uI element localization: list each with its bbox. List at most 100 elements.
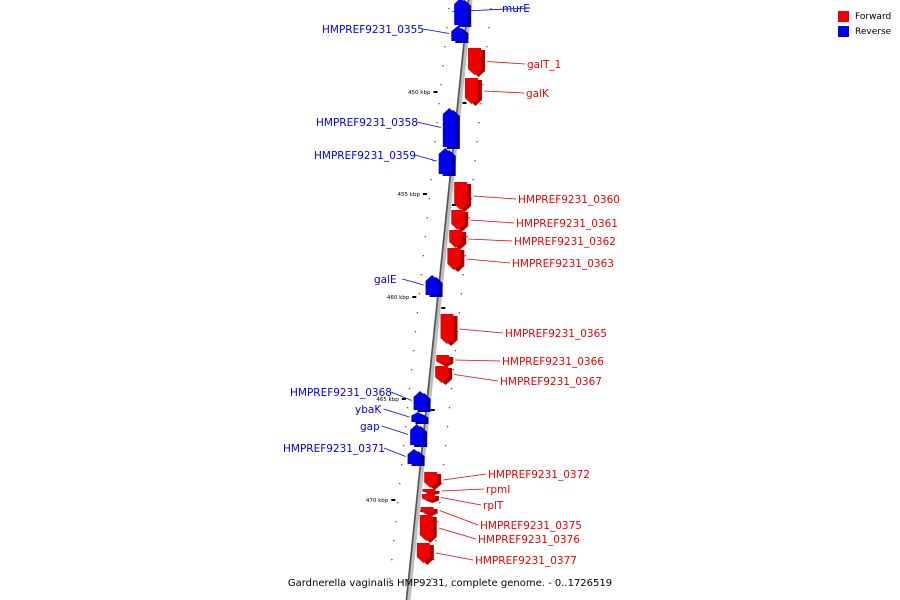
scale-tick <box>391 499 396 501</box>
gene-arrow[interactable] <box>454 182 472 212</box>
legend-item-forward: Forward <box>838 9 891 24</box>
minor-tick <box>408 388 411 390</box>
gene-label: HMPREF9231_0362 <box>514 236 616 248</box>
gene-arrow[interactable] <box>413 391 431 412</box>
gene-label: HMPREF9231_0371 <box>283 443 385 455</box>
gene-arrow-face <box>454 182 468 210</box>
gene-arrow[interactable] <box>440 314 458 346</box>
gene-arrow[interactable] <box>420 507 438 516</box>
scale-label: 470 kbp <box>366 498 389 504</box>
gene-arrow[interactable] <box>451 26 469 43</box>
gene-arrow-face <box>447 248 461 270</box>
gene-leader-line <box>459 328 504 334</box>
gene-arrow[interactable] <box>411 412 429 424</box>
scale-label: 455 kbp <box>398 192 421 198</box>
gene-arrow[interactable] <box>436 355 454 367</box>
legend: Forward Reverse <box>838 9 891 39</box>
legend-label-forward: Forward <box>855 11 892 22</box>
genome-backbone <box>405 0 473 600</box>
minor-tick <box>401 464 403 466</box>
reverse-swatch <box>838 26 849 37</box>
gene-label: HMPREF9231_0360 <box>518 194 620 206</box>
minor-tick <box>389 578 391 580</box>
gene-arrow-face <box>468 48 482 75</box>
gene-arrow-face <box>464 78 478 104</box>
minor-tick <box>416 312 419 314</box>
minor-tick <box>422 255 424 257</box>
gene-arrow[interactable] <box>454 0 472 27</box>
gene-label: HMPREF9231_0377 <box>475 555 577 567</box>
minor-tick <box>391 559 393 561</box>
gene-arrow[interactable] <box>449 230 467 250</box>
gene-leader-line <box>416 121 441 128</box>
scale-tick <box>412 296 417 298</box>
minor-tick <box>404 426 407 428</box>
gene-arrow[interactable] <box>416 543 434 565</box>
gene-arrow-face <box>438 148 452 174</box>
gene-arrow[interactable] <box>424 472 442 490</box>
minor-tick <box>424 236 426 238</box>
minor-tick <box>397 502 399 504</box>
gene-leader-line <box>440 497 482 506</box>
minor-tick <box>468 217 470 219</box>
gene-arrow[interactable] <box>451 210 469 232</box>
minor-tick <box>434 141 436 143</box>
gene-label: galK <box>526 88 550 100</box>
minor-tick <box>458 312 461 314</box>
gene-arrow-face <box>419 515 433 541</box>
gene-leader-line <box>470 219 515 224</box>
gene-label: HMPREF9231_0363 <box>512 258 614 270</box>
minor-tick <box>466 236 468 238</box>
gene-label: HMPREF9231_0359 <box>314 150 416 162</box>
gene-leader-line <box>383 408 410 418</box>
gene-leader-line <box>452 7 531 12</box>
scale-tick <box>441 307 446 309</box>
minor-tick <box>460 293 463 295</box>
gene-arrow-face <box>436 355 450 365</box>
gene-arrow[interactable] <box>425 275 443 297</box>
minor-tick <box>476 141 478 143</box>
gene-features[interactable] <box>407 0 486 565</box>
minor-tick <box>490 8 492 10</box>
gene-arrow[interactable] <box>438 148 456 176</box>
backbone-shadow <box>405 0 473 600</box>
forward-swatch <box>838 11 849 22</box>
gene-label: ybaK <box>355 404 382 416</box>
gene-arrow[interactable] <box>419 515 437 543</box>
minor-tick <box>433 559 435 561</box>
scale-tick <box>451 204 456 206</box>
gene-leader-line <box>435 552 474 561</box>
scale-label: 450 kbp <box>408 90 431 96</box>
gene-arrow-face <box>449 230 463 248</box>
minor-tick <box>472 179 474 181</box>
gene-labels: murE HMPREF9231_0355 galT_1 galK HMPREF9231_… <box>283 3 620 567</box>
gene-leader-line <box>455 359 501 362</box>
gene-arrow-face <box>440 314 454 344</box>
gene-arrow[interactable] <box>407 449 425 466</box>
gene-arrow[interactable] <box>410 424 428 447</box>
gene-arrow-face <box>413 391 427 410</box>
gene-arrow-face <box>451 26 465 41</box>
legend-label-reverse: Reverse <box>855 26 892 37</box>
minor-tick <box>478 122 480 124</box>
scale-tick <box>401 398 406 400</box>
gene-arrow[interactable] <box>464 78 482 106</box>
minor-ticks <box>389 8 492 580</box>
gene-arrow[interactable] <box>468 48 486 77</box>
minor-tick <box>480 103 482 105</box>
gene-label: HMPREF9231_0375 <box>480 520 582 532</box>
gene-arrow[interactable] <box>442 108 460 149</box>
gene-label: HMPREF9231_0368 <box>290 387 392 399</box>
gene-arrow[interactable] <box>421 494 439 503</box>
minor-tick <box>436 122 438 124</box>
scale-tick <box>433 91 438 93</box>
gene-leader-line <box>422 28 450 34</box>
gene-arrow[interactable] <box>447 248 465 272</box>
gene-arrow[interactable] <box>435 366 453 385</box>
gene-arrow-face <box>421 494 435 501</box>
minor-tick <box>443 464 445 466</box>
gene-arrow-face <box>410 424 424 445</box>
minor-tick <box>448 8 450 10</box>
gene-leader-line <box>390 391 412 401</box>
